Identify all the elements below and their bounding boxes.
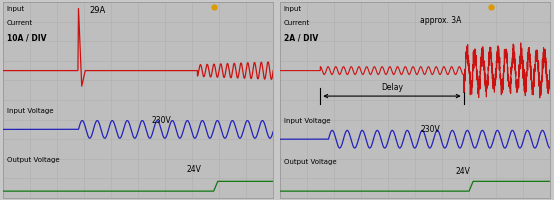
Text: Output Voltage: Output Voltage — [7, 157, 59, 163]
Text: Input: Input — [284, 6, 302, 12]
Text: 24V: 24V — [455, 167, 470, 176]
Text: 2A / DIV: 2A / DIV — [284, 33, 318, 42]
Text: Output Voltage: Output Voltage — [284, 159, 336, 165]
Text: approx. 3A: approx. 3A — [420, 16, 461, 25]
Text: 230V: 230V — [151, 116, 171, 125]
Text: Input Voltage: Input Voltage — [284, 118, 330, 124]
Text: 10A / DIV: 10A / DIV — [7, 33, 47, 42]
Text: Current: Current — [284, 20, 310, 26]
Text: Input: Input — [7, 6, 25, 12]
Text: 230V: 230V — [420, 125, 440, 134]
Text: 29A: 29A — [89, 6, 105, 15]
Text: Current: Current — [7, 20, 33, 26]
Text: Delay: Delay — [381, 83, 403, 92]
Text: Input Voltage: Input Voltage — [7, 108, 53, 114]
Text: 24V: 24V — [187, 165, 202, 174]
